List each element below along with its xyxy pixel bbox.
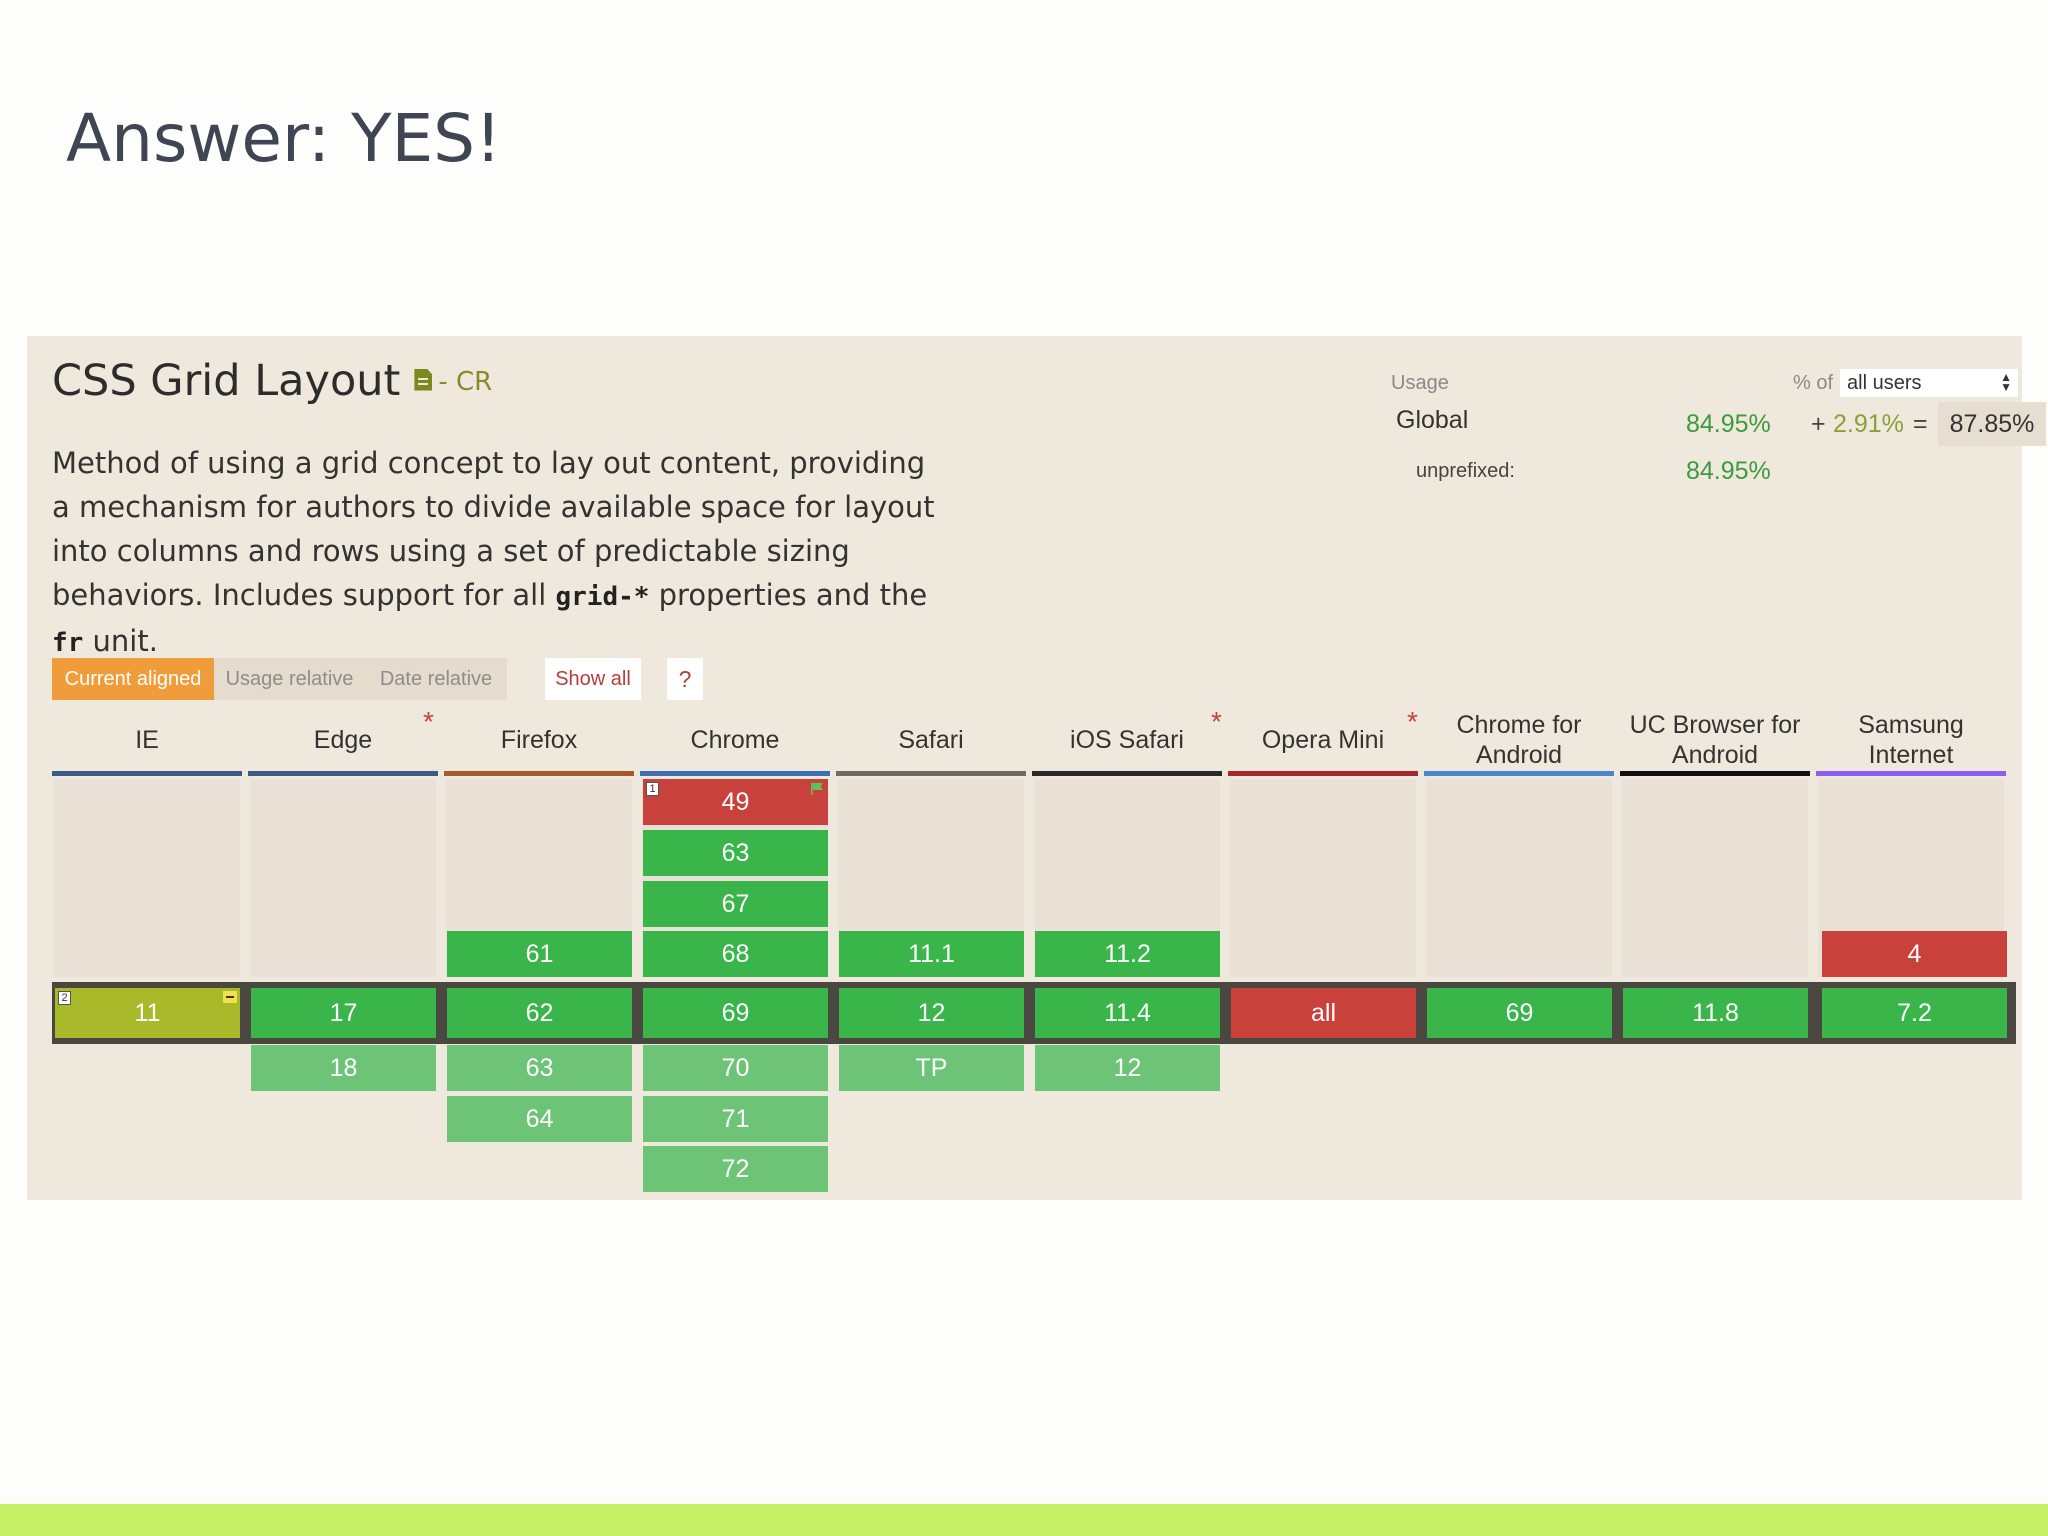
opera-mini-notes-asterisk[interactable]: * — [1407, 706, 1418, 737]
browser-color-bar — [836, 771, 1026, 776]
past-versions-column — [1622, 779, 1808, 977]
browser-color-bar — [1816, 771, 2006, 776]
usage-relative-button[interactable]: Usage relative — [214, 658, 365, 700]
version-cell-samsung-7-2[interactable]: 7.2 — [1822, 988, 2007, 1038]
browser-header-ios-safari[interactable]: iOS Safari — [1070, 726, 1184, 754]
users-select-value: all users — [1847, 372, 1922, 394]
browser-color-bar — [248, 771, 438, 776]
version-cell-edge-18[interactable]: 18 — [251, 1045, 436, 1091]
past-versions-column — [54, 779, 240, 977]
version-cell-firefox-62[interactable]: 62 — [447, 988, 632, 1038]
help-button[interactable]: ? — [667, 658, 703, 700]
version-cell-samsung-4[interactable]: 4 — [1822, 931, 2007, 977]
users-select[interactable]: all users ▲ ▼ — [1840, 369, 2018, 397]
version-cell-safari-11-1[interactable]: 11.1 — [839, 931, 1024, 977]
usage-label: Usage — [1391, 372, 1449, 394]
browser-header-firefox[interactable]: Firefox — [500, 726, 578, 754]
version-cell-chrome-android-69[interactable]: 69 — [1427, 988, 1612, 1038]
version-cell-ios-11-2[interactable]: 11.2 — [1035, 931, 1220, 977]
version-cell-ios-12[interactable]: 12 — [1035, 1045, 1220, 1091]
version-cell-chrome-71[interactable]: 71 — [643, 1096, 828, 1142]
version-label: 11 — [134, 999, 161, 1027]
version-cell-firefox-61[interactable]: 61 — [447, 931, 632, 977]
version-cell-chrome-67[interactable]: 67 — [643, 881, 828, 927]
version-cell-chrome-70[interactable]: 70 — [643, 1045, 828, 1091]
select-arrows-icon: ▲ ▼ — [2000, 370, 2012, 394]
version-cell-edge-17[interactable]: 17 — [251, 988, 436, 1038]
ios-safari-notes-asterisk[interactable]: * — [1211, 706, 1222, 737]
browser-color-bar — [640, 771, 830, 776]
feature-title-text: CSS Grid Layout — [52, 356, 401, 406]
caniuse-panel: CSS Grid Layout - CR Method of using a gr… — [27, 336, 2046, 1200]
browser-color-bar — [444, 771, 634, 776]
partial-support-icon — [223, 991, 237, 1003]
feature-description: Method of using a grid concept to lay ou… — [52, 441, 952, 665]
spec-document-icon[interactable] — [414, 368, 433, 391]
unprefixed-percent: 84.95% — [1686, 457, 1771, 485]
browser-header-opera-mini[interactable]: Opera Mini — [1261, 726, 1385, 754]
version-label: 49 — [721, 788, 750, 816]
browser-color-bar — [1228, 771, 1418, 776]
browser-color-bar — [52, 771, 242, 776]
version-cell-ie-11[interactable]: 2 11 — [55, 988, 240, 1038]
spec-status[interactable]: - CR — [438, 366, 493, 397]
browser-color-bar — [1032, 771, 1222, 776]
unprefixed-label: unprefixed: — [1416, 460, 1515, 482]
equals-sign: = — [1913, 410, 1928, 438]
percent-of-label: % of — [1793, 372, 1834, 394]
version-cell-chrome-68[interactable]: 68 — [643, 931, 828, 977]
plus-sign: + — [1811, 410, 1826, 438]
global-label: Global — [1396, 406, 1469, 434]
version-cell-chrome-49[interactable]: 1 49 — [643, 779, 828, 825]
description-code: grid-* — [555, 582, 650, 612]
browser-header-chrome-android[interactable]: Chrome for Android — [1456, 711, 1582, 769]
flag-icon — [811, 783, 823, 795]
global-total-percent: 87.85% — [1938, 402, 2046, 446]
browser-header-uc-browser[interactable]: UC Browser for Android — [1629, 711, 1801, 769]
slide-title: Answer: YES! — [66, 100, 502, 177]
version-cell-opera-mini-all[interactable]: all — [1231, 988, 1416, 1038]
version-cell-safari-12[interactable]: 12 — [839, 988, 1024, 1038]
description-code: fr — [52, 628, 84, 658]
slide-footer-bar — [0, 1504, 2048, 1536]
feature-title: CSS Grid Layout - CR — [52, 356, 492, 406]
global-supported-percent: 84.95% — [1686, 410, 1771, 438]
note-number-badge[interactable]: 2 — [58, 991, 71, 1005]
version-cell-firefox-63[interactable]: 63 — [447, 1045, 632, 1091]
version-cell-uc-browser-11-8[interactable]: 11.8 — [1623, 988, 1808, 1038]
note-number-badge[interactable]: 1 — [646, 782, 659, 796]
version-cell-safari-tp[interactable]: TP — [839, 1045, 1024, 1091]
current-aligned-button[interactable]: Current aligned — [52, 658, 214, 700]
edge-notes-asterisk[interactable]: * — [423, 706, 434, 737]
version-cell-chrome-69[interactable]: 69 — [643, 988, 828, 1038]
date-relative-button[interactable]: Date relative — [365, 658, 507, 700]
version-cell-firefox-64[interactable]: 64 — [447, 1096, 632, 1142]
version-cell-ios-11-4[interactable]: 11.4 — [1035, 988, 1220, 1038]
version-cell-chrome-63[interactable]: 63 — [643, 830, 828, 876]
browser-header-safari[interactable]: Safari — [898, 726, 964, 754]
show-all-button[interactable]: Show all — [545, 658, 641, 700]
browser-header-samsung[interactable]: Samsung Internet — [1858, 711, 1964, 769]
description-text: Method of using a grid concept to lay ou… — [52, 446, 935, 612]
description-text: unit. — [83, 624, 158, 658]
past-versions-column — [250, 779, 436, 977]
browser-color-bar — [1424, 771, 1614, 776]
past-versions-column — [1230, 779, 1416, 977]
description-text: properties and the — [649, 578, 928, 612]
browser-color-bar — [1620, 771, 1810, 776]
browser-header-chrome[interactable]: Chrome — [690, 726, 780, 754]
browser-header-edge[interactable]: Edge — [313, 726, 373, 754]
browser-header-ie[interactable]: IE — [135, 726, 159, 754]
global-partial-percent: 2.91% — [1833, 410, 1904, 438]
past-versions-column — [1426, 779, 1612, 977]
version-cell-chrome-72[interactable]: 72 — [643, 1146, 828, 1192]
